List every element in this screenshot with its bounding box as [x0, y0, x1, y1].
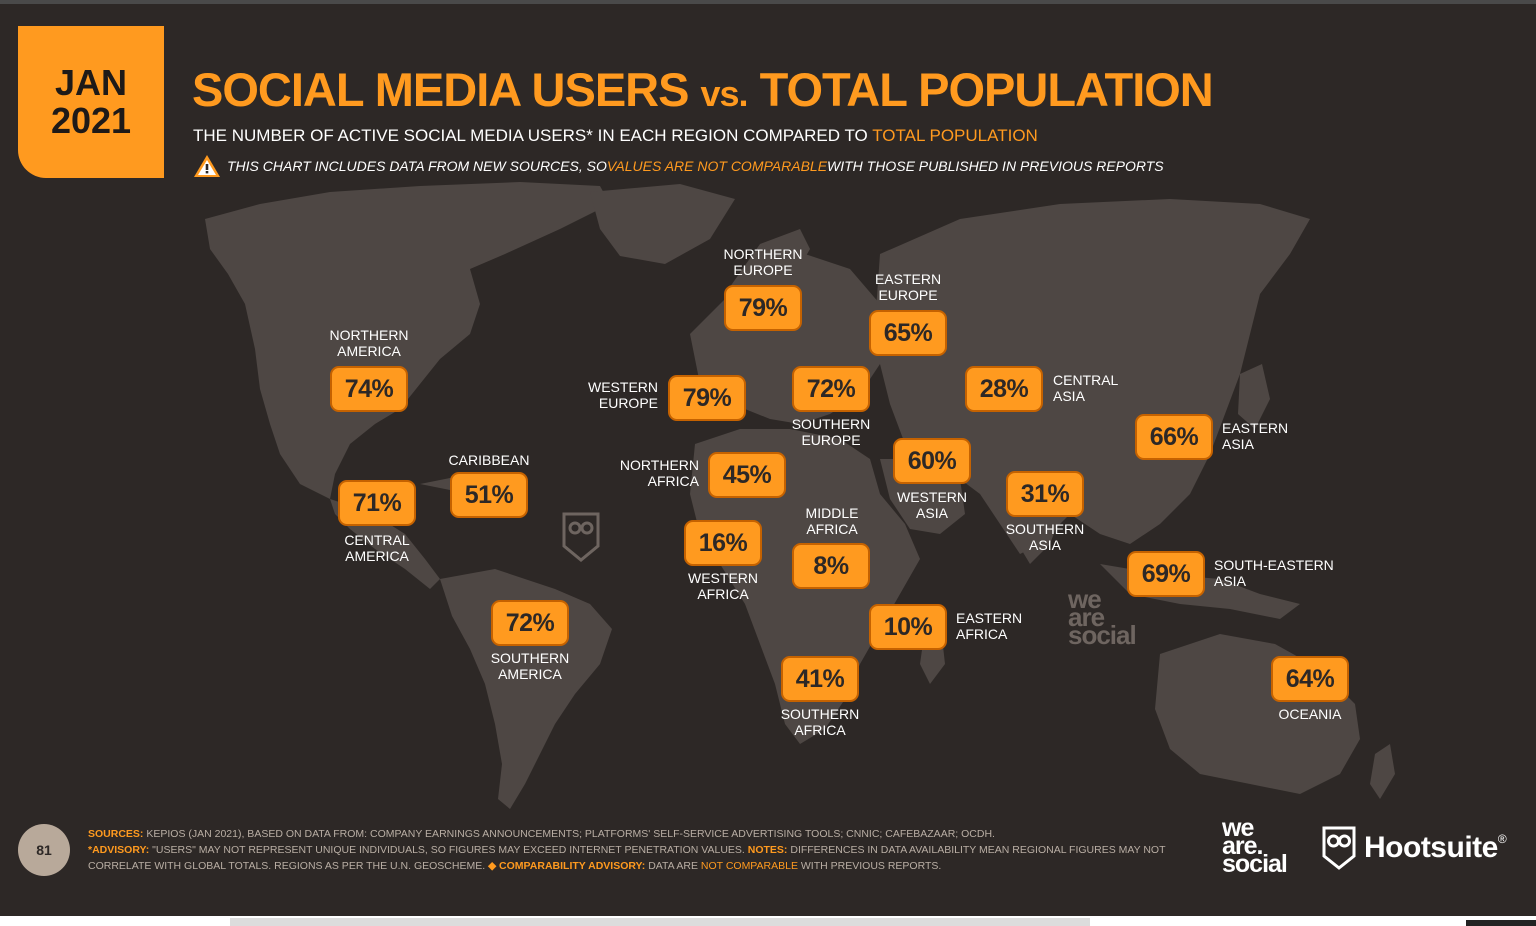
owl-icon — [1322, 826, 1356, 870]
page-title: SOCIAL MEDIA USERS vs. TOTAL POPULATION — [192, 62, 1214, 117]
top-strip — [0, 0, 1536, 4]
watermark-line3: social — [1068, 620, 1137, 650]
date-month: JAN — [54, 62, 128, 103]
we-are-social-logo: we are. social — [1222, 814, 1288, 878]
region-label-southern-america: SOUTHERN AMERICA — [490, 650, 570, 682]
region-value-southern-america: 72% — [491, 600, 569, 646]
hootsuite-logo: Hootsuite ® — [1322, 826, 1507, 870]
page-number: 81 — [18, 824, 70, 876]
warning-text2: WITH THOSE PUBLISHED IN PREVIOUS REPORTS — [827, 158, 1164, 174]
subtitle: THE NUMBER OF ACTIVE SOCIAL MEDIA USERS*… — [193, 126, 1038, 146]
date-badge: JAN 2021 — [18, 26, 164, 178]
warning-text1: THIS CHART INCLUDES DATA FROM NEW SOURCE… — [227, 158, 607, 174]
warning-note: THIS CHART INCLUDES DATA FROM NEW SOURCE… — [193, 154, 1164, 178]
watermark-we-are-social: we are social — [1068, 584, 1137, 650]
watermark-line1: we — [1068, 584, 1102, 614]
region-label-eastern-africa: EASTERN AFRICA — [956, 610, 1023, 642]
region-value-northern-europe: 79% — [724, 285, 802, 331]
region-value-central-america: 71% — [338, 480, 416, 526]
region-value-western-europe: 79% — [668, 375, 746, 421]
title-vs: vs. — [700, 73, 749, 114]
region-label-northern-europe: NORTHERN EUROPE — [723, 246, 803, 278]
region-label-central-america: CENTRAL AMERICA — [344, 532, 410, 564]
region-value-southern-europe: 72% — [792, 366, 870, 412]
land-south-america — [440, 569, 612, 809]
region-value-eastern-asia: 66% — [1135, 414, 1213, 460]
region-value-oceania: 64% — [1271, 656, 1349, 702]
region-label-western-asia: WESTERN ASIA — [897, 489, 967, 521]
region-value-northern-america: 74% — [330, 366, 408, 412]
owl-icon — [562, 512, 600, 562]
region-label-southern-africa: SOUTHERN AFRICA — [780, 706, 860, 738]
warning-highlight: VALUES ARE NOT COMPARABLE — [606, 158, 828, 174]
region-value-western-asia: 60% — [893, 438, 971, 484]
region-label-central-asia: CENTRAL ASIA — [1053, 372, 1119, 404]
title-part1: SOCIAL MEDIA USERS — [192, 63, 701, 116]
region-value-northern-africa: 45% — [708, 452, 786, 498]
region-value-eastern-africa: 10% — [869, 604, 947, 650]
region-label-northern-africa: NORTHERN AFRICA — [619, 457, 699, 489]
subtitle-highlight: TOTAL POPULATION — [872, 126, 1038, 145]
region-value-eastern-europe: 65% — [869, 310, 947, 356]
subtitle-text: THE NUMBER OF ACTIVE SOCIAL MEDIA USERS*… — [193, 126, 873, 145]
region-label-eastern-asia: EASTERN ASIA — [1222, 420, 1289, 452]
land-asia — [875, 199, 1310, 554]
region-value-western-africa: 16% — [684, 520, 762, 566]
region-label-eastern-europe: EASTERN EUROPE — [874, 271, 942, 303]
region-label-south-eastern-asia: SOUTH-EASTERN ASIA — [1214, 557, 1334, 589]
region-label-western-africa: WESTERN AFRICA — [688, 570, 758, 602]
slide: JAN 2021 SOCIAL MEDIA USERS vs. TOTAL PO… — [0, 4, 1536, 916]
region-label-oceania: OCEANIA — [1278, 706, 1342, 722]
bottom-strip — [0, 916, 1536, 926]
region-label-southern-asia: SOUTHERN ASIA — [1005, 521, 1085, 553]
region-label-northern-america: NORTHERN AMERICA — [329, 327, 409, 359]
watermark-line2: are — [1068, 602, 1105, 632]
region-value-southern-africa: 41% — [781, 656, 859, 702]
region-value-central-asia: 28% — [965, 366, 1043, 412]
region-label-western-europe: WESTERN EUROPE — [588, 379, 658, 411]
date-year: 2021 — [50, 100, 132, 141]
region-value-caribbean: 51% — [450, 472, 528, 518]
land-japan — [1238, 364, 1270, 429]
region-label-middle-africa: MIDDLE AFRICA — [805, 505, 859, 537]
land-greenland — [590, 184, 735, 264]
footer-notes: SOURCES: KEPIOS (JAN 2021), BASED ON DAT… — [88, 828, 1166, 872]
region-value-southern-asia: 31% — [1006, 471, 1084, 517]
land-north-america — [205, 182, 610, 499]
region-value-south-eastern-asia: 69% — [1127, 551, 1205, 597]
region-label-southern-europe: SOUTHERN EUROPE — [791, 416, 871, 448]
region-value-middle-africa: 8% — [792, 543, 870, 589]
warning-icon — [194, 155, 220, 177]
title-part2: TOTAL POPULATION — [747, 63, 1214, 116]
land-new-zealand — [1370, 744, 1395, 799]
region-label-caribbean: CARIBBEAN — [448, 452, 530, 468]
